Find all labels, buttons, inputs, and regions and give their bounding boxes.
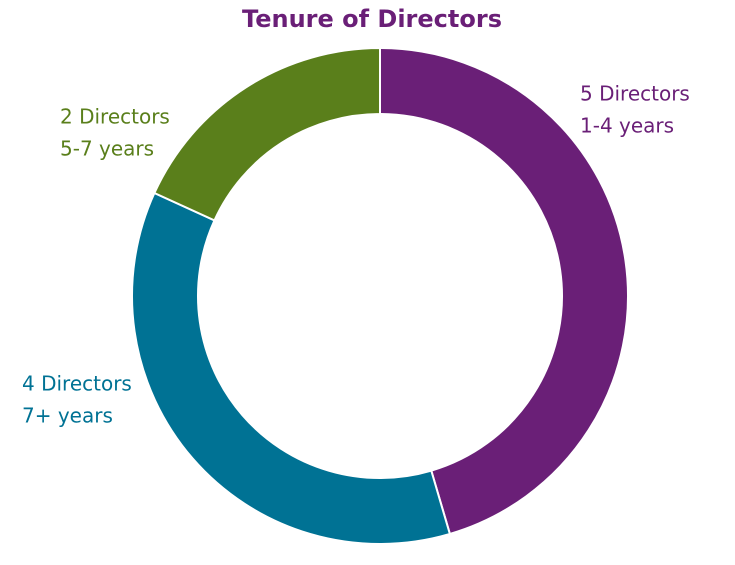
segment-category-label: 1-4 years [580, 114, 674, 138]
donut-segment [131, 191, 452, 545]
donut-segment [153, 46, 381, 222]
segment-value-label: 2 Directors [60, 105, 170, 129]
segment-value-label: 4 Directors [22, 372, 132, 396]
chart-title: Tenure of Directors [242, 5, 502, 33]
segment-category-label: 7+ years [22, 404, 113, 428]
segment-category-label: 5-7 years [60, 137, 154, 161]
segment-value-label: 5 Directors [580, 82, 690, 106]
donut-segment [379, 46, 629, 536]
